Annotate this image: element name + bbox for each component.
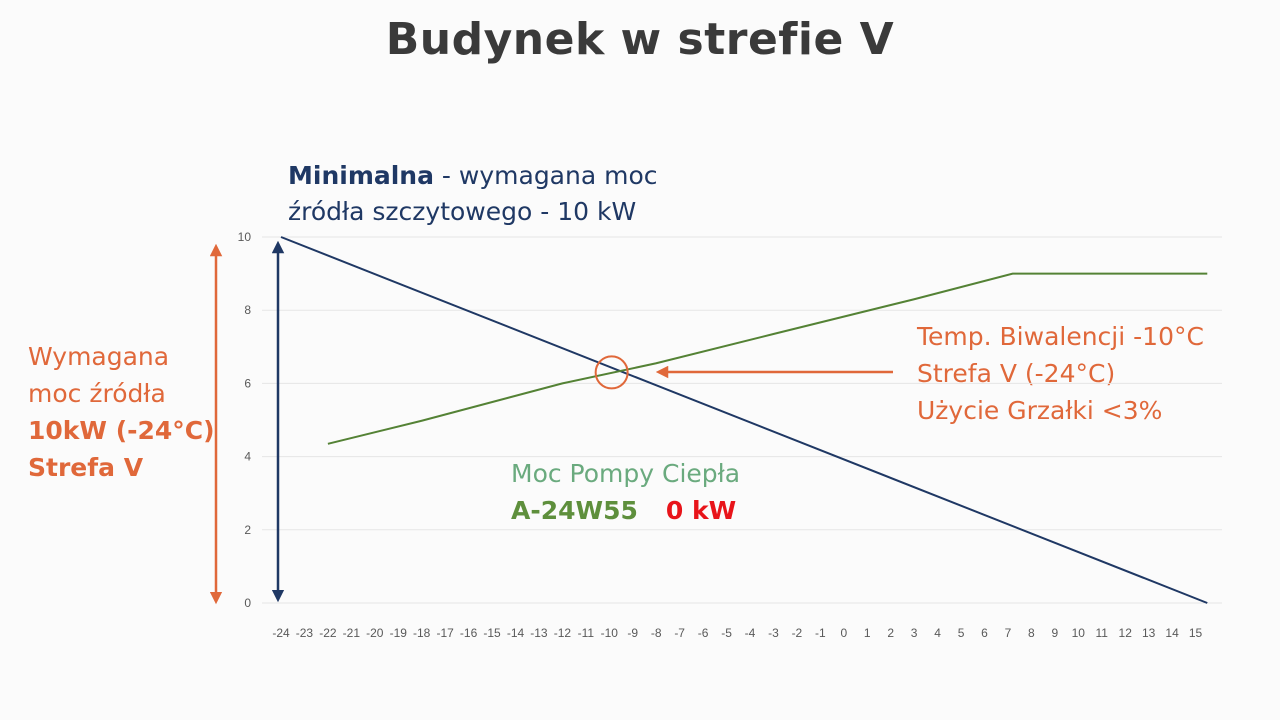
- x-tick-label: 9: [1052, 626, 1059, 640]
- minimum-power-line2: źródła szczytowego - 10 kW: [288, 197, 637, 226]
- x-tick-label: 10: [1072, 626, 1086, 640]
- y-tick-label: 0: [244, 596, 251, 610]
- bivalent-temp-line3: Użycie Grzałki <3%: [917, 396, 1163, 425]
- x-tick-label: 12: [1119, 626, 1133, 640]
- x-tick-label: -2: [792, 626, 803, 640]
- x-tick-label: -15: [483, 626, 501, 640]
- minimum-power-bold: Minimalna: [288, 161, 434, 190]
- heat-pump-title: Moc Pompy Ciepła: [511, 459, 741, 488]
- y-tick-label: 8: [244, 303, 251, 317]
- required-power-zone: Strefa V: [28, 453, 144, 482]
- heat-pump-label: Moc Pompy Ciepła A-24W55 0 kW: [511, 455, 740, 529]
- minimum-power-rest: - wymagana moc: [433, 161, 658, 190]
- page-title: Budynek w strefie V: [385, 14, 895, 65]
- x-tick-label: -3: [768, 626, 779, 640]
- x-tick-label: 0: [840, 626, 847, 640]
- x-tick-label: 14: [1165, 626, 1179, 640]
- x-tick-label: 4: [934, 626, 941, 640]
- heat-pump-power: 0 kW: [665, 496, 737, 525]
- x-tick-label: -17: [436, 626, 454, 640]
- x-tick-label: 6: [981, 626, 988, 640]
- x-tick-label: 15: [1189, 626, 1203, 640]
- heat-pump-model: A-24W55: [511, 496, 638, 525]
- x-tick-label: -22: [319, 626, 337, 640]
- x-tick-label: -6: [698, 626, 709, 640]
- x-tick-label: 13: [1142, 626, 1156, 640]
- x-tick-label: -1: [815, 626, 826, 640]
- heat-pump-line: [327, 272, 1208, 445]
- x-tick-label: -23: [296, 626, 314, 640]
- required-power-line2: moc źródła: [28, 379, 166, 408]
- y-tick-label: 4: [244, 450, 251, 464]
- x-tick-label: 1: [864, 626, 871, 640]
- x-tick-label: -13: [530, 626, 548, 640]
- x-tick-label: -5: [721, 626, 732, 640]
- x-tick-label: -18: [413, 626, 431, 640]
- x-tick-label: 3: [911, 626, 918, 640]
- y-tick-label: 6: [244, 376, 251, 390]
- required-power-line1: Wymagana: [28, 342, 170, 371]
- x-tick-label: -14: [507, 626, 525, 640]
- y-tick-label: 2: [244, 523, 251, 537]
- x-tick-label: 5: [958, 626, 965, 640]
- x-tick-label: -12: [554, 626, 572, 640]
- required-power-value: 10kW (-24°C): [28, 416, 215, 445]
- x-tick-label: 2: [887, 626, 894, 640]
- x-tick-label: 7: [1005, 626, 1012, 640]
- x-tick-label: -19: [390, 626, 408, 640]
- bivalent-temp-line1: Temp. Biwalencji -10°C: [917, 322, 1204, 351]
- x-tick-label: 8: [1028, 626, 1035, 640]
- x-tick-label: -10: [601, 626, 619, 640]
- demand-line: [280, 236, 1208, 604]
- x-tick-label: -20: [366, 626, 384, 640]
- required-power-label: Wymagana moc źródła 10kW (-24°C) Strefa …: [28, 338, 215, 486]
- minimum-power-label: Minimalna - wymagana moc źródła szczytow…: [288, 158, 658, 230]
- x-tick-label: -8: [651, 626, 662, 640]
- y-tick-label: 10: [238, 230, 252, 244]
- x-tick-label: -24: [272, 626, 290, 640]
- bivalent-point-circle: [594, 355, 629, 390]
- x-tick-label: -11: [578, 626, 595, 640]
- x-tick-label: -9: [627, 626, 638, 640]
- x-tick-label: -4: [745, 626, 756, 640]
- x-tick-label: -7: [674, 626, 685, 640]
- x-tick-label: -16: [460, 626, 478, 640]
- x-tick-label: 11: [1096, 626, 1109, 640]
- x-tick-label: -21: [343, 626, 361, 640]
